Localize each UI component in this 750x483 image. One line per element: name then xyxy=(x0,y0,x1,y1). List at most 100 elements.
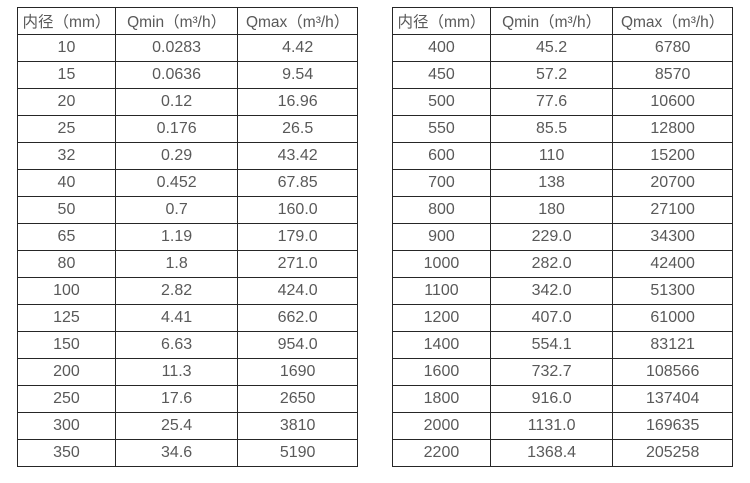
table-cell: 10600 xyxy=(612,88,733,116)
table-cell: 1.8 xyxy=(114,250,239,278)
table-cell: 80 xyxy=(17,250,116,278)
table-row: 1000 282.0 42400 xyxy=(392,250,733,278)
table-cell: 20700 xyxy=(612,169,733,197)
table-cell: 424.0 xyxy=(237,277,358,305)
table-row: 200 11.3 1690 xyxy=(17,358,358,386)
table-cell: 12800 xyxy=(612,115,733,143)
table-cell: 34.6 xyxy=(114,439,239,467)
table-cell: 450 xyxy=(392,61,491,89)
table-cell: 700 xyxy=(392,169,491,197)
table-cell: 2.82 xyxy=(114,277,239,305)
header-qmax: Qmax（m³/h） xyxy=(612,7,733,35)
table-cell: 11.3 xyxy=(114,358,239,386)
table-cell: 271.0 xyxy=(237,250,358,278)
flow-spec-table-large-diameters: 内径（mm） Qmin（m³/h） Qmax（m³/h） 400 45.2 6780… xyxy=(392,7,733,467)
table-cell: 8570 xyxy=(612,61,733,89)
table-cell: 137404 xyxy=(612,385,733,413)
table-cell: 67.85 xyxy=(237,169,358,197)
table-cell: 1131.0 xyxy=(489,412,614,440)
table-cell: 180 xyxy=(489,196,614,224)
table-cell: 3810 xyxy=(237,412,358,440)
table-cell: 0.176 xyxy=(114,115,239,143)
table-row: 1100 342.0 51300 xyxy=(392,277,733,305)
table-cell: 77.6 xyxy=(489,88,614,116)
table-row: 350 34.6 5190 xyxy=(17,439,358,467)
table-cell: 9.54 xyxy=(237,61,358,89)
table-cell: 85.5 xyxy=(489,115,614,143)
table-body: 400 45.2 6780 450 57.2 8570 500 77.6 10600 550 85.… xyxy=(392,34,733,467)
table-cell: 500 xyxy=(392,88,491,116)
table-row: 32 0.29 43.42 xyxy=(17,142,358,170)
table-cell: 1690 xyxy=(237,358,358,386)
table-cell: 4.41 xyxy=(114,304,239,332)
table-cell: 20 xyxy=(17,88,116,116)
table-cell: 4.42 xyxy=(237,34,358,62)
table-cell: 282.0 xyxy=(489,250,614,278)
table-row: 2200 1368.4 205258 xyxy=(392,439,733,467)
table-row: 25 0.176 26.5 xyxy=(17,115,358,143)
header-inner-diameter: 内径（mm） xyxy=(17,7,116,35)
table-row: 65 1.19 179.0 xyxy=(17,223,358,251)
table-header-row: 内径（mm） Qmin（m³/h） Qmax（m³/h） xyxy=(17,7,358,35)
table-cell: 342.0 xyxy=(489,277,614,305)
table-cell: 160.0 xyxy=(237,196,358,224)
table-row: 800 180 27100 xyxy=(392,196,733,224)
table-cell: 916.0 xyxy=(489,385,614,413)
table-cell: 15 xyxy=(17,61,116,89)
table-cell: 662.0 xyxy=(237,304,358,332)
table-cell: 600 xyxy=(392,142,491,170)
table-cell: 25.4 xyxy=(114,412,239,440)
table-cell: 50 xyxy=(17,196,116,224)
table-cell: 179.0 xyxy=(237,223,358,251)
table-cell: 205258 xyxy=(612,439,733,467)
table-cell: 200 xyxy=(17,358,116,386)
table-row: 300 25.4 3810 xyxy=(17,412,358,440)
table-cell: 65 xyxy=(17,223,116,251)
table-cell: 2650 xyxy=(237,385,358,413)
header-inner-diameter: 内径（mm） xyxy=(392,7,491,35)
table-cell: 1800 xyxy=(392,385,491,413)
table-cell: 32 xyxy=(17,142,116,170)
table-cell: 125 xyxy=(17,304,116,332)
table-row: 550 85.5 12800 xyxy=(392,115,733,143)
table-cell: 900 xyxy=(392,223,491,251)
table-row: 15 0.0636 9.54 xyxy=(17,61,358,89)
table-row: 600 110 15200 xyxy=(392,142,733,170)
table-cell: 40 xyxy=(17,169,116,197)
table-cell: 108566 xyxy=(612,358,733,386)
table-cell: 250 xyxy=(17,385,116,413)
table-cell: 42400 xyxy=(612,250,733,278)
table-cell: 300 xyxy=(17,412,116,440)
table-row: 80 1.8 271.0 xyxy=(17,250,358,278)
table-row: 100 2.82 424.0 xyxy=(17,277,358,305)
table-body: 10 0.0283 4.42 15 0.0636 9.54 20 0.12 16.96 25 0.1… xyxy=(17,34,358,467)
table-row: 700 138 20700 xyxy=(392,169,733,197)
table-cell: 407.0 xyxy=(489,304,614,332)
table-cell: 400 xyxy=(392,34,491,62)
table-cell: 0.0636 xyxy=(114,61,239,89)
table-cell: 83121 xyxy=(612,331,733,359)
table-cell: 550 xyxy=(392,115,491,143)
header-qmax: Qmax（m³/h） xyxy=(237,7,358,35)
table-cell: 1.19 xyxy=(114,223,239,251)
table-cell: 43.42 xyxy=(237,142,358,170)
table-cell: 2000 xyxy=(392,412,491,440)
table-row: 1600 732.7 108566 xyxy=(392,358,733,386)
table-cell: 800 xyxy=(392,196,491,224)
table-cell: 2200 xyxy=(392,439,491,467)
table-cell: 0.0283 xyxy=(114,34,239,62)
table-row: 2000 1131.0 169635 xyxy=(392,412,733,440)
table-cell: 0.12 xyxy=(114,88,239,116)
table-row: 250 17.6 2650 xyxy=(17,385,358,413)
table-cell: 45.2 xyxy=(489,34,614,62)
table-cell: 57.2 xyxy=(489,61,614,89)
table-row: 1400 554.1 83121 xyxy=(392,331,733,359)
table-cell: 51300 xyxy=(612,277,733,305)
table-cell: 6.63 xyxy=(114,331,239,359)
table-cell: 1600 xyxy=(392,358,491,386)
table-row: 50 0.7 160.0 xyxy=(17,196,358,224)
table-row: 900 229.0 34300 xyxy=(392,223,733,251)
table-cell: 150 xyxy=(17,331,116,359)
table-cell: 26.5 xyxy=(237,115,358,143)
